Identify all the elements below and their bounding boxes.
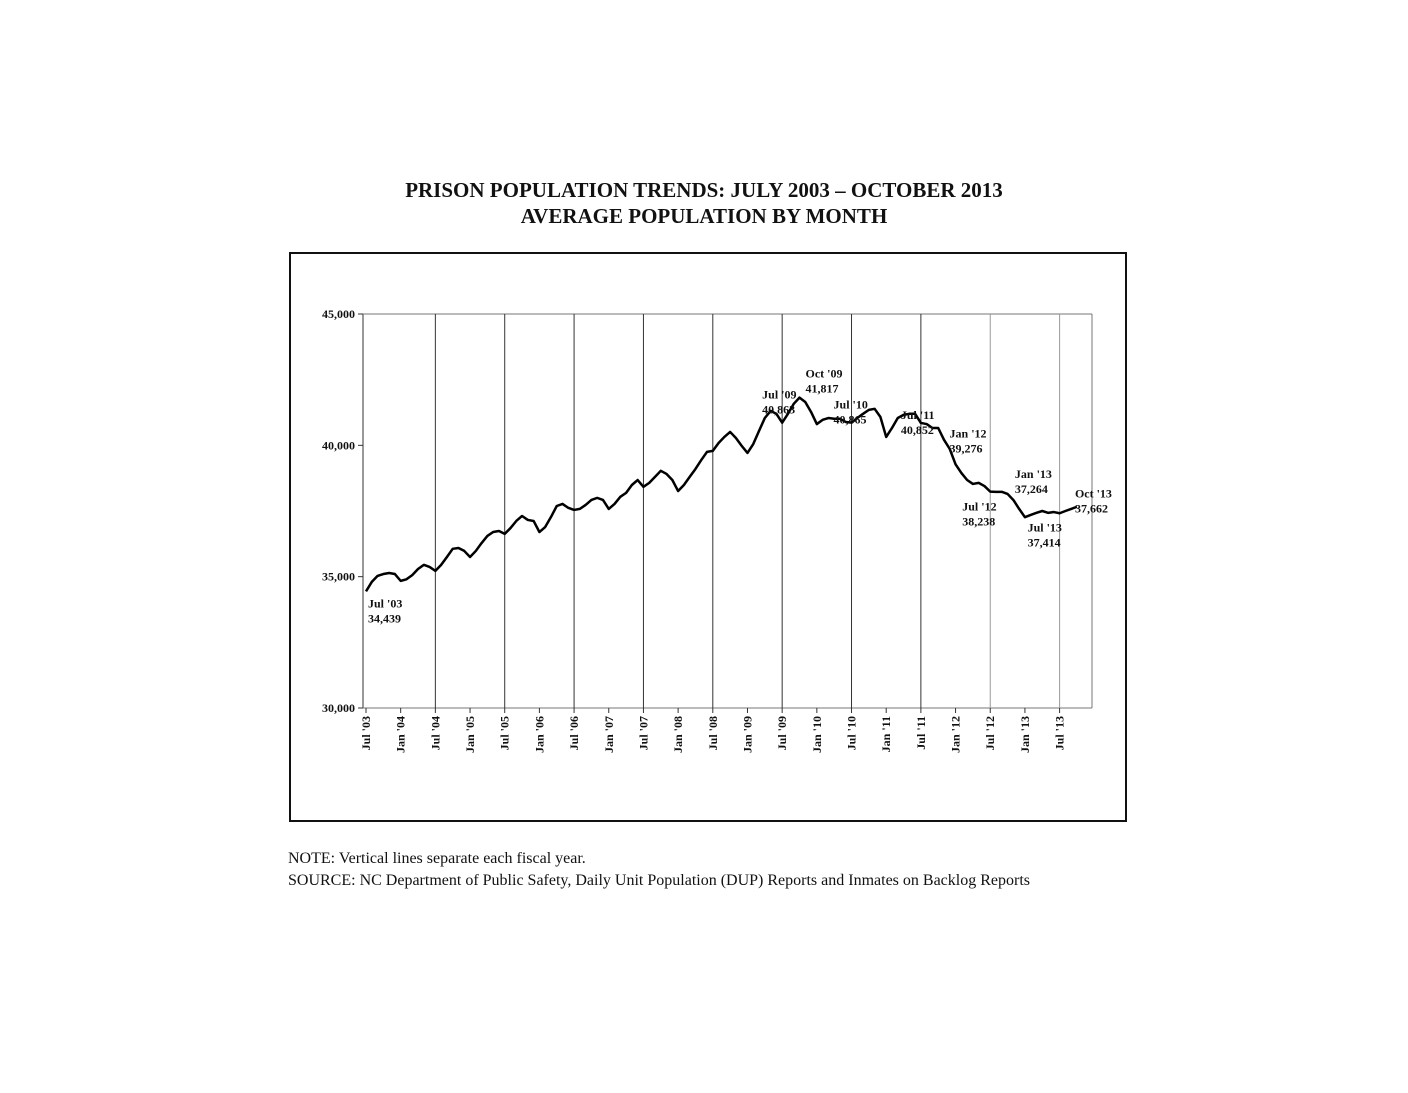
annotation-date: Jul '09 <box>762 388 796 402</box>
note: NOTE: Vertical lines separate each fisca… <box>288 850 586 867</box>
x-tick-label: Jul '06 <box>567 716 581 750</box>
annotation-date: Jul '10 <box>834 398 868 412</box>
population-line <box>364 396 1078 593</box>
x-tick-label: Jan '07 <box>602 716 616 753</box>
chart-subtitle: AVERAGE POPULATION BY MONTH <box>521 204 888 228</box>
y-tick-label: 45,000 <box>322 307 355 321</box>
x-tick-label: Jul '04 <box>428 716 442 750</box>
chart-frame <box>289 252 1127 822</box>
x-tick-label: Jan '12 <box>949 716 963 753</box>
x-tick-label: Jul '08 <box>706 716 720 750</box>
annotation-date: Oct '09 <box>806 367 843 381</box>
y-tick-label: 30,000 <box>322 701 355 715</box>
x-tick-label: Jan '11 <box>879 716 893 752</box>
annotation-date: Jul '13 <box>1028 520 1062 534</box>
y-tick-label: 40,000 <box>322 438 355 452</box>
x-tick-label: Jul '13 <box>1053 716 1067 750</box>
annotation-value: 38,238 <box>962 515 995 529</box>
annotation-value: 37,264 <box>1015 482 1048 496</box>
annotation-date: Jul '12 <box>962 500 996 514</box>
source: SOURCE: NC Department of Public Safety, … <box>288 872 1030 889</box>
annotation-value: 40,852 <box>901 423 934 437</box>
chart-title: PRISON POPULATION TRENDS: JULY 2003 – OC… <box>405 178 1003 202</box>
x-tick-label: Jan '09 <box>740 716 754 753</box>
annotation-value: 40,863 <box>762 403 795 417</box>
annotation-value: 34,439 <box>368 611 401 625</box>
annotation-date: Jul '11 <box>901 408 935 422</box>
x-tick-label: Jan '13 <box>1018 716 1032 753</box>
x-tick-label: Jan '04 <box>394 716 408 753</box>
x-tick-label: Jan '06 <box>532 716 546 753</box>
annotation-value: 40,865 <box>834 413 867 427</box>
x-tick-label: Jul '11 <box>914 716 928 750</box>
annotation-value: 39,276 <box>950 441 983 455</box>
x-tick-label: Jan '05 <box>463 716 477 753</box>
annotation-date: Jan '12 <box>950 426 987 440</box>
annotation-value: 41,817 <box>806 382 839 396</box>
annotation-value: 37,414 <box>1028 535 1061 549</box>
annotation-date: Oct '13 <box>1075 487 1112 501</box>
annotation-date: Jan '13 <box>1015 467 1052 481</box>
x-tick-label: Jul '12 <box>983 716 997 750</box>
annotation-date: Jul '03 <box>368 596 402 610</box>
x-tick-label: Jan '10 <box>810 716 824 753</box>
x-tick-label: Jul '10 <box>845 716 859 750</box>
x-tick-label: Jul '09 <box>775 716 789 750</box>
annotation-value: 37,662 <box>1075 502 1108 516</box>
x-tick-label: Jul '03 <box>359 716 373 750</box>
x-tick-label: Jul '05 <box>498 716 512 750</box>
x-tick-label: Jul '07 <box>636 716 650 750</box>
x-tick-label: Jan '08 <box>671 716 685 753</box>
y-tick-label: 35,000 <box>322 570 355 584</box>
